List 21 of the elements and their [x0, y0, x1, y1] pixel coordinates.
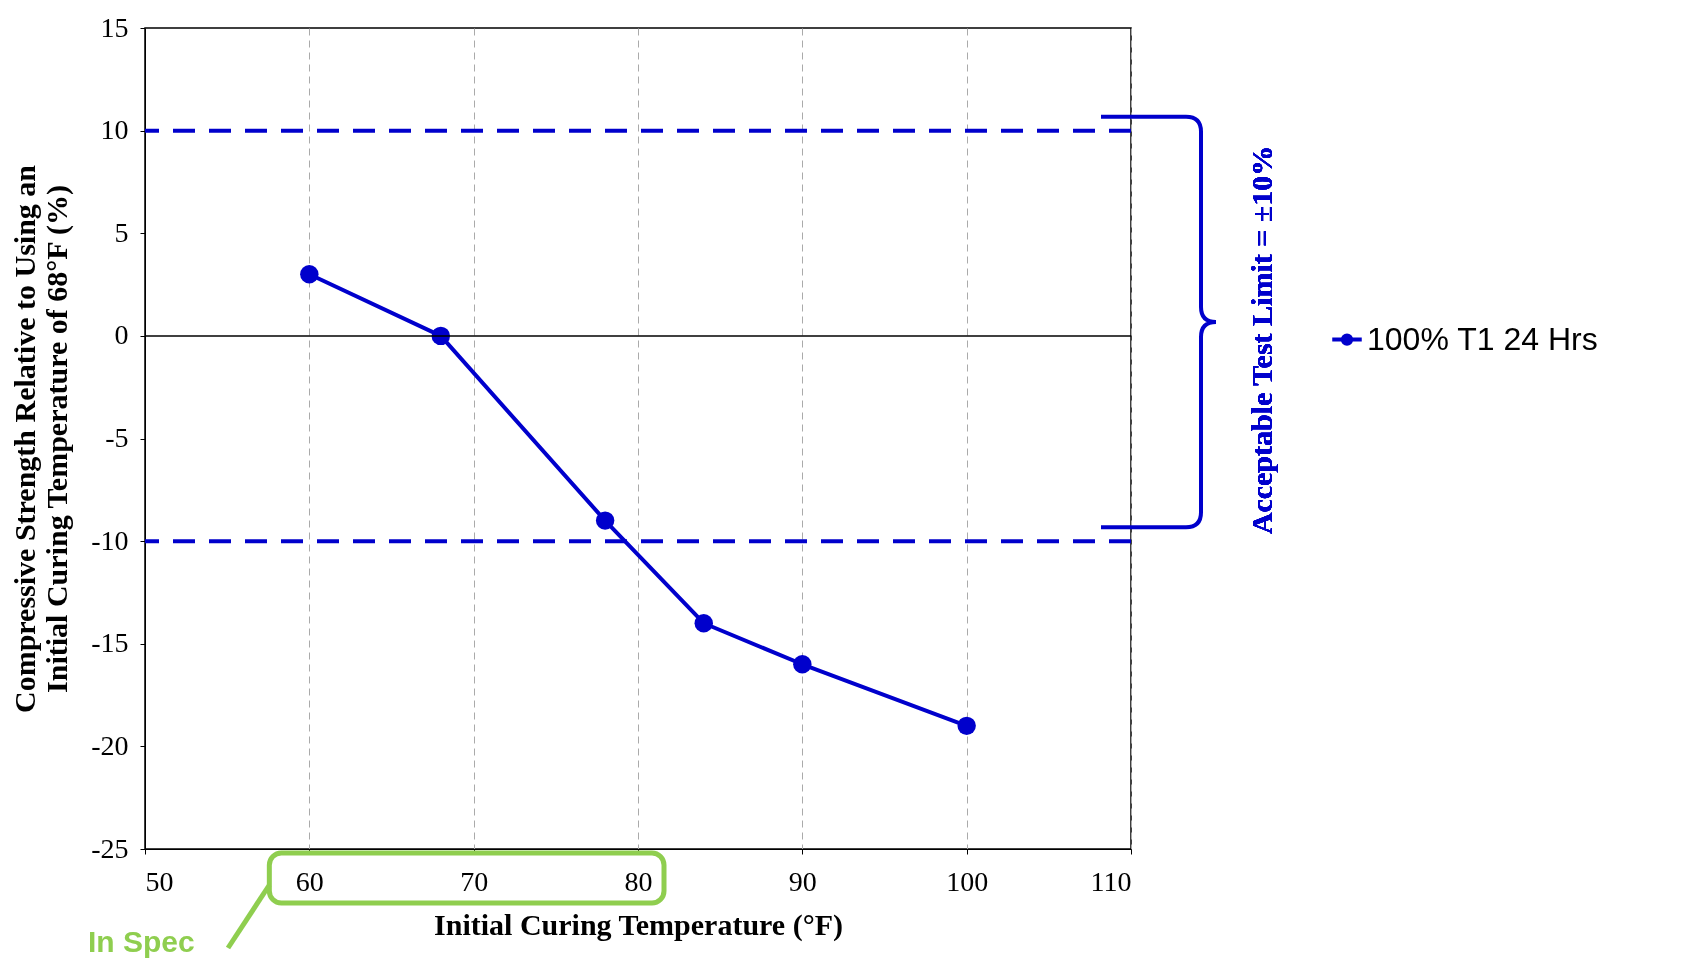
- x-axis-title: Initial Curing Temperature (°F): [434, 907, 843, 942]
- x-tick-label: 70: [460, 865, 489, 897]
- x-tick-label: 90: [788, 865, 817, 897]
- y-axis-title: Compressive Strength Relative to Using an Initial Curing Temperature of 68°F (%): [8, 164, 75, 714]
- y-tick-label: -20: [91, 729, 129, 761]
- y-tick-label: -15: [91, 627, 129, 659]
- x-tick-label: 110: [1090, 865, 1132, 897]
- y-tick-label: -5: [105, 422, 129, 453]
- y-tick-label: 10: [100, 114, 129, 146]
- y-tick-label: -25: [91, 832, 129, 864]
- x-tick-label: 100: [946, 865, 989, 897]
- text: Acceptable Test Limit = ±10%: [1245, 145, 1278, 535]
- text: In Spec: [88, 925, 195, 958]
- y-tick-label: -10: [91, 524, 129, 556]
- y-tick-label: 15: [100, 11, 129, 43]
- y-tick-label: 5: [114, 216, 129, 248]
- y-tick-label: 0: [114, 319, 129, 351]
- x-tick-label: 50: [145, 865, 174, 897]
- legend-label: 100% T1 24 Hrs: [1367, 320, 1598, 357]
- x-tick-label: 80: [624, 865, 653, 897]
- x-tick-label: 60: [295, 865, 324, 897]
